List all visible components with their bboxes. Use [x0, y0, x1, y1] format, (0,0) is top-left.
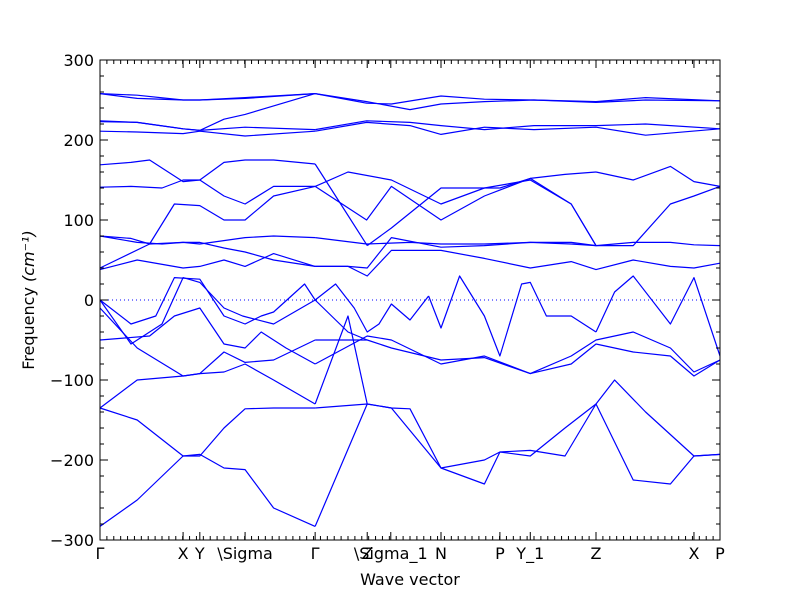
branch-line-2	[99, 93, 316, 101]
branch-line-16	[596, 185, 721, 247]
x-tick-label: \Sigma_1	[354, 544, 428, 564]
x-axis-label: Wave vector	[360, 570, 460, 589]
branch-line-34	[315, 339, 721, 377]
branch-line-3	[315, 93, 721, 111]
branch-line-10	[314, 163, 368, 246]
y-tick-label: −200	[50, 451, 94, 470]
y-axis-label-units: (cm⁻¹)	[19, 230, 38, 282]
x-tick-label: \Sigma	[217, 544, 273, 563]
y-tick-label: 200	[63, 131, 94, 150]
series-layer	[99, 93, 721, 527]
x-tick-label: Γ	[96, 544, 105, 563]
branch-line-35	[99, 363, 316, 409]
branch-line-26	[314, 299, 368, 341]
branch-line-22	[315, 237, 721, 269]
branch-line-5	[99, 121, 316, 131]
x-tick-label: X	[688, 544, 699, 563]
branch-line-23	[99, 253, 316, 271]
branch-line-40	[99, 453, 316, 527]
branch-line-27	[99, 277, 316, 345]
y-axis-label-text: Frequency	[19, 287, 38, 370]
branch-line-31	[99, 307, 316, 365]
branch-line-6	[315, 120, 721, 131]
branch-line-32	[314, 331, 721, 375]
branch-line-29	[428, 275, 597, 357]
y-tick-label: −300	[50, 531, 94, 550]
branch-line-39	[315, 403, 721, 485]
y-tick-label: 100	[63, 211, 94, 230]
branch-line-14	[99, 179, 316, 205]
branch-line-7	[99, 130, 316, 137]
x-tick-label: Γ	[311, 544, 320, 563]
branch-line-25	[99, 277, 316, 325]
y-tick-label: 0	[84, 291, 94, 310]
branch-line-38	[99, 407, 316, 457]
x-axis: Γ X Y \Sigma Γ Z\Sigma_1 N P Y_1 Z X P	[96, 60, 725, 564]
branch-line-41	[314, 403, 368, 527]
branch-line-18	[314, 177, 597, 246]
x-tick-label: P	[715, 544, 725, 563]
branch-line-33	[99, 307, 316, 377]
x-tick-label: P	[495, 544, 505, 563]
branch-line-30	[595, 275, 721, 357]
plot-frame	[99, 59, 721, 541]
branch-line-24	[315, 249, 721, 277]
y-axis: −300 −200 −100 0 100 200 300	[50, 51, 720, 550]
y-tick-label: 300	[63, 51, 94, 70]
branch-line-11	[366, 187, 500, 247]
branch-line-21	[99, 241, 316, 269]
x-tick-label: N	[435, 544, 447, 563]
x-tick-label: X	[178, 544, 189, 563]
branch-line-20	[315, 237, 597, 247]
y-axis-label: Frequency (cm⁻¹)	[19, 230, 38, 369]
branch-line-28	[314, 283, 430, 333]
x-tick-label: Z	[362, 544, 373, 563]
y-tick-label: −100	[50, 371, 94, 390]
x-tick-label: Y	[194, 544, 205, 563]
x-tick-label: Y_1	[515, 544, 544, 564]
branch-line-17	[99, 185, 316, 245]
branch-line-19	[99, 235, 316, 245]
branch-line-8	[315, 121, 721, 136]
branch-line-13	[595, 165, 721, 187]
x-tick-label: Z	[591, 544, 602, 563]
